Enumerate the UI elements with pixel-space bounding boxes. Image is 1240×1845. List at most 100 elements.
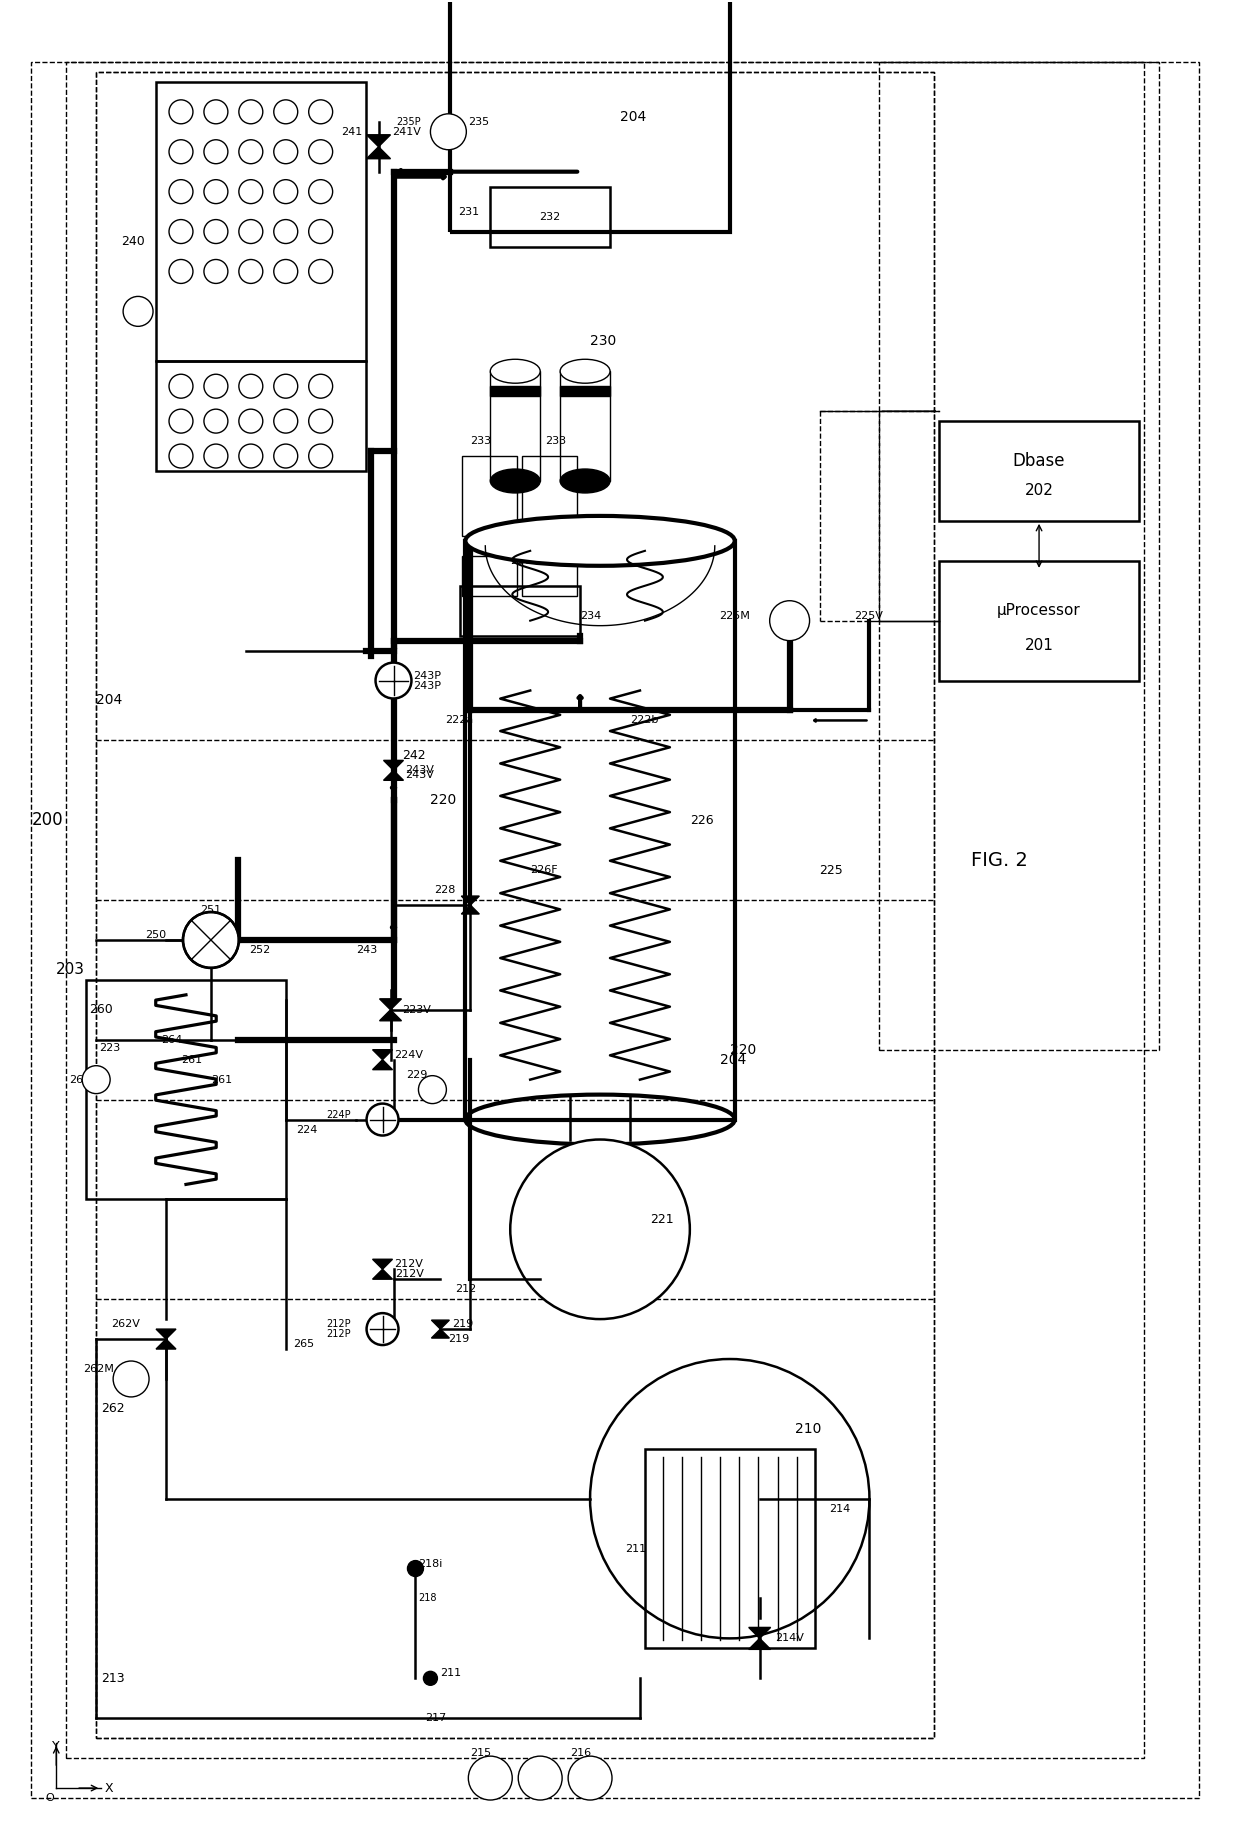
Polygon shape (367, 135, 391, 148)
Polygon shape (372, 1260, 393, 1269)
Text: 212P: 212P (326, 1319, 351, 1328)
Text: o: o (94, 1077, 98, 1083)
Text: 233: 233 (546, 435, 567, 446)
Circle shape (113, 1362, 149, 1397)
Circle shape (239, 179, 263, 203)
Text: 218: 218 (418, 1594, 436, 1603)
Text: μProcessor: μProcessor (997, 603, 1081, 618)
Bar (522, 555, 577, 596)
Circle shape (469, 1756, 512, 1801)
Circle shape (274, 140, 298, 164)
Text: 262V: 262V (112, 1319, 140, 1328)
Circle shape (239, 220, 263, 244)
Circle shape (203, 100, 228, 124)
Text: 211: 211 (440, 1668, 461, 1679)
Bar (156, 81, 366, 362)
Text: 222a: 222a (445, 716, 474, 725)
Circle shape (518, 1756, 562, 1801)
Text: 265: 265 (293, 1339, 314, 1349)
Text: 212V: 212V (394, 1260, 423, 1269)
Text: 250: 250 (145, 930, 166, 939)
Text: Dbase: Dbase (1013, 452, 1065, 470)
Text: 201: 201 (1024, 638, 1054, 653)
Text: 260: 260 (89, 1004, 113, 1017)
Bar (465, 541, 735, 1120)
Polygon shape (383, 760, 403, 771)
Text: 214: 214 (830, 1504, 851, 1513)
Circle shape (184, 911, 239, 969)
Circle shape (203, 260, 228, 284)
Circle shape (169, 179, 193, 203)
Circle shape (239, 445, 263, 469)
Circle shape (510, 1140, 689, 1319)
Bar (522, 456, 577, 535)
Circle shape (239, 140, 263, 164)
Text: 252: 252 (249, 945, 270, 956)
Bar (490, 186, 610, 247)
Bar (450, 0, 730, 232)
Circle shape (309, 179, 332, 203)
Circle shape (274, 179, 298, 203)
Circle shape (309, 375, 332, 399)
Bar (450, 0, 730, 232)
Text: 204: 204 (719, 1053, 746, 1066)
Text: FIG. 2: FIG. 2 (971, 851, 1028, 869)
Text: 224V: 224V (394, 1050, 424, 1059)
Text: 200: 200 (31, 812, 63, 828)
Bar (560, 386, 610, 397)
Circle shape (239, 375, 263, 399)
Bar (97, 72, 934, 1738)
Polygon shape (461, 906, 480, 913)
Text: 243V: 243V (405, 766, 434, 775)
Text: 222b: 222b (630, 716, 658, 725)
Circle shape (418, 1076, 446, 1103)
Text: 212: 212 (455, 1284, 476, 1293)
Text: 231: 231 (459, 207, 480, 216)
Circle shape (169, 140, 193, 164)
Circle shape (309, 445, 332, 469)
Text: 213: 213 (102, 1672, 125, 1684)
Text: 241V: 241V (393, 127, 422, 137)
Text: 223: 223 (99, 1042, 120, 1053)
Polygon shape (367, 148, 391, 159)
Circle shape (239, 100, 263, 124)
Text: 40°: 40° (427, 1087, 439, 1092)
Circle shape (309, 260, 332, 284)
Text: 217: 217 (425, 1714, 446, 1723)
Ellipse shape (490, 360, 541, 384)
Bar (490, 386, 541, 397)
Circle shape (430, 114, 466, 149)
Ellipse shape (560, 360, 610, 384)
Text: 211: 211 (625, 1544, 646, 1553)
Circle shape (169, 375, 193, 399)
Bar (490, 371, 541, 482)
Bar (460, 585, 580, 637)
Polygon shape (379, 1009, 402, 1020)
Circle shape (274, 410, 298, 434)
Circle shape (423, 1672, 438, 1684)
Bar (939, 421, 1138, 520)
Circle shape (274, 100, 298, 124)
Polygon shape (372, 1059, 393, 1070)
Text: 220: 220 (430, 793, 456, 808)
Text: 243: 243 (357, 945, 378, 956)
Bar (156, 362, 366, 470)
Text: 227: 227 (625, 555, 646, 566)
Text: 263: 263 (69, 1074, 91, 1085)
Text: 210: 210 (795, 1422, 821, 1435)
Text: 262M: 262M (83, 1363, 114, 1375)
Polygon shape (749, 1638, 771, 1649)
Ellipse shape (465, 517, 735, 566)
Circle shape (309, 410, 332, 434)
Circle shape (203, 179, 228, 203)
Circle shape (203, 140, 228, 164)
Circle shape (203, 220, 228, 244)
Text: 243V: 243V (405, 771, 434, 780)
Text: 233: 233 (470, 435, 491, 446)
Text: 261: 261 (211, 1074, 232, 1085)
Circle shape (203, 410, 228, 434)
Text: 235: 235 (469, 116, 490, 127)
Text: 223V: 223V (403, 1006, 432, 1015)
Text: 221: 221 (650, 1212, 673, 1225)
Text: 234: 234 (580, 611, 601, 620)
